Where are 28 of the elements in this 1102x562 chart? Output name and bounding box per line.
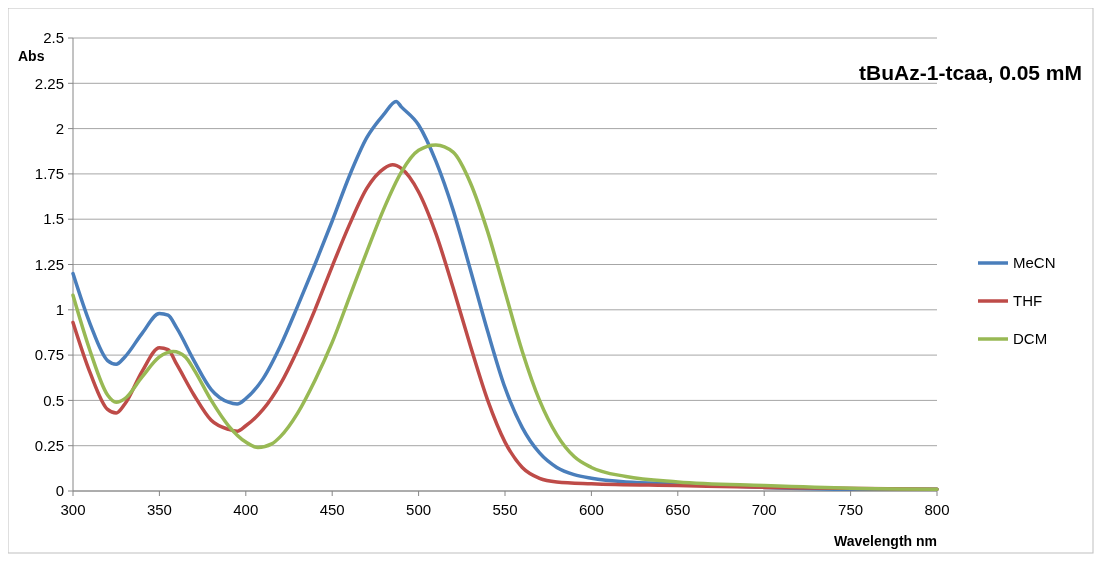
- y-tick-label: 2.25: [34, 74, 64, 92]
- y-tick-label: 1: [55, 301, 64, 319]
- x-tick-label: 750: [838, 501, 864, 518]
- y-tick-label: 0: [55, 482, 64, 500]
- x-tick-label: 450: [319, 501, 345, 518]
- legend-label: DCM: [1013, 330, 1048, 348]
- y-axis-title: Abs: [18, 48, 45, 64]
- legend-label: THF: [1013, 292, 1043, 310]
- x-tick-label: 300: [60, 501, 86, 518]
- x-tick-label: 500: [406, 501, 432, 518]
- y-tick-label: 1.25: [34, 255, 64, 273]
- y-tick-label: 0.5: [43, 391, 64, 409]
- x-tick-label: 800: [924, 501, 950, 518]
- x-axis-title: Wavelength nm: [834, 533, 937, 549]
- text: tBuAz-1-tcaa, 0.05 mM: [859, 61, 1082, 84]
- x-tick-label: 350: [146, 501, 172, 518]
- x-tick-label: 550: [492, 501, 518, 518]
- y-tick-label: 1.5: [43, 210, 64, 228]
- x-tick-label: 400: [233, 501, 259, 518]
- legend-label: MeCN: [1013, 254, 1056, 272]
- y-tick-label: 1.75: [34, 165, 64, 183]
- y-tick-label: 2.5: [43, 29, 64, 47]
- x-tick-label: 650: [665, 501, 691, 518]
- y-tick-label: 0.25: [34, 436, 64, 454]
- y-tick-label: 2: [55, 119, 64, 137]
- x-tick-label: 600: [578, 501, 604, 518]
- x-tick-label: 700: [751, 501, 777, 518]
- y-tick-label: 0.75: [34, 346, 64, 364]
